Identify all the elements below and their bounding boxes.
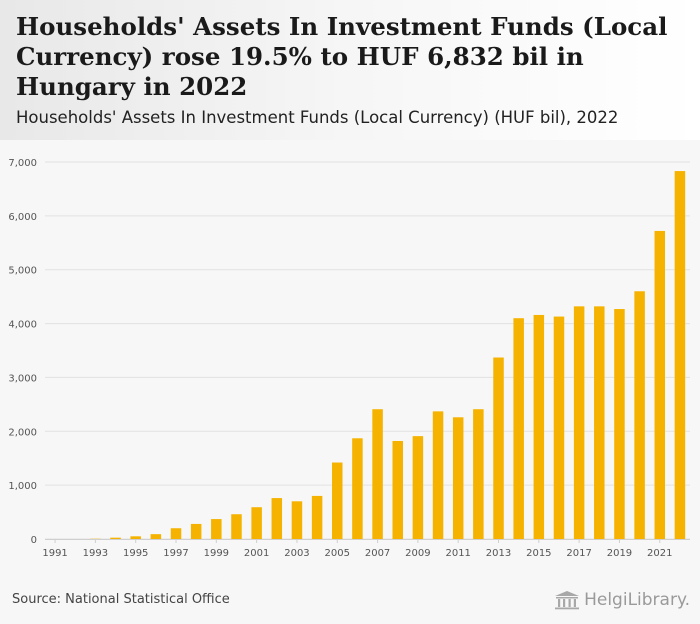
y-tick-label: 5,000 xyxy=(8,266,37,277)
y-tick-label: 4,000 xyxy=(8,320,37,331)
x-tick-label: 2021 xyxy=(647,548,672,559)
y-tick-label: 7,000 xyxy=(8,158,37,169)
bar xyxy=(392,440,403,539)
page-title: Households' Assets In Investment Funds (… xyxy=(16,12,668,101)
bar xyxy=(513,318,524,539)
y-tick-label: 2,000 xyxy=(8,427,37,438)
bar xyxy=(271,498,283,539)
library-building-icon xyxy=(555,591,580,610)
x-tick-label: 2003 xyxy=(284,548,309,559)
bar xyxy=(251,507,262,539)
x-tick-label: 2013 xyxy=(486,548,511,559)
chart-subtitle: Households' Assets In Investment Funds (… xyxy=(16,108,619,127)
bar xyxy=(311,495,323,539)
bar xyxy=(352,438,363,539)
y-tick-label: 1,000 xyxy=(8,481,37,492)
x-tick-label: 1993 xyxy=(83,548,108,559)
bar xyxy=(594,306,605,539)
bar xyxy=(372,409,383,539)
x-tick-label: 1995 xyxy=(123,548,148,559)
bar xyxy=(573,306,585,539)
x-tick-label: 2005 xyxy=(325,548,350,559)
brand-logo: HelgiLibrary. xyxy=(554,590,690,610)
source-note: Source: National Statistical Office xyxy=(12,592,230,607)
bar xyxy=(130,536,141,539)
bar xyxy=(553,316,565,539)
bar xyxy=(110,537,121,539)
bars xyxy=(90,171,686,540)
bar xyxy=(190,523,202,539)
brand-text: HelgiLibrary. xyxy=(584,590,690,610)
x-tick-label: 2011 xyxy=(445,548,470,559)
bar xyxy=(493,357,504,539)
bar xyxy=(291,501,303,539)
x-tick-label: 2007 xyxy=(365,548,390,559)
bar xyxy=(150,534,162,539)
bar xyxy=(452,417,464,539)
y-tick-label: 6,000 xyxy=(8,212,37,223)
bar xyxy=(332,462,343,539)
header-band xyxy=(0,0,700,140)
x-tick-label: 2001 xyxy=(244,548,269,559)
bar xyxy=(412,436,424,539)
axes: 0 1,000 2,000 3,000 4,000 5,000 6,000 7,000 1991… xyxy=(8,158,690,559)
bar xyxy=(211,519,222,539)
bar xyxy=(674,171,686,539)
x-tick-label: 1999 xyxy=(204,548,229,559)
bar xyxy=(170,528,182,539)
x-tick-label: 2017 xyxy=(566,548,591,559)
bar xyxy=(634,291,645,539)
x-tick-label: 1997 xyxy=(163,548,188,559)
gridlines xyxy=(45,161,690,540)
bar xyxy=(654,230,666,540)
x-tick-label: 2019 xyxy=(607,548,632,559)
y-tick-label: 0 xyxy=(31,535,37,546)
x-tick-label: 2015 xyxy=(526,548,551,559)
bar xyxy=(473,409,484,539)
bar xyxy=(432,411,444,539)
bar xyxy=(614,309,625,539)
bar-chart: 0 1,000 2,000 3,000 4,000 5,000 6,000 7,000 1991… xyxy=(8,158,690,559)
x-tick-label: 1991 xyxy=(42,548,67,559)
x-tick-label: 2009 xyxy=(405,548,430,559)
y-tick-label: 3,000 xyxy=(8,373,37,384)
footer-band xyxy=(0,584,700,624)
bar xyxy=(231,514,242,539)
bar xyxy=(533,314,545,539)
